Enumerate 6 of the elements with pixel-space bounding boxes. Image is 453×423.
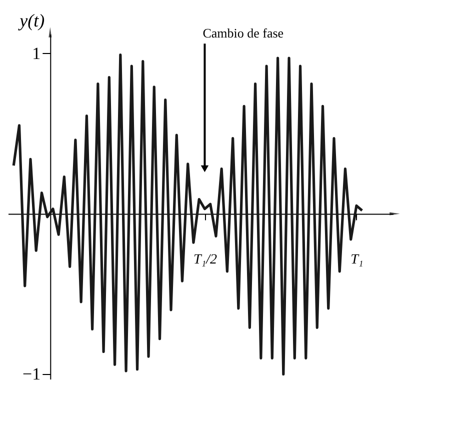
x-tick-label: T₁/2: [193, 252, 217, 268]
y-tick-label: 1: [32, 44, 41, 63]
y-axis-title: y(t): [18, 10, 45, 30]
annotation: Cambio de fase: [202, 26, 284, 41]
y-tick-label: −1: [22, 364, 41, 384]
x-tick-label: T₁: [350, 252, 364, 268]
